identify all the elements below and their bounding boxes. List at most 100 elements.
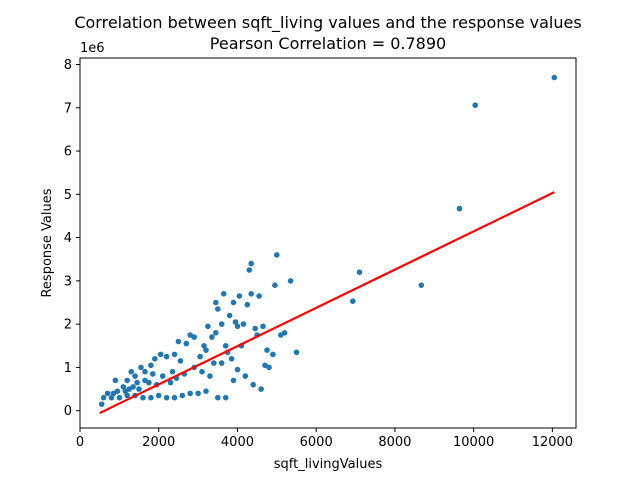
data-point bbox=[258, 386, 264, 392]
data-point bbox=[159, 373, 166, 379]
data-point bbox=[551, 74, 558, 81]
data-point bbox=[270, 351, 276, 358]
data-point bbox=[201, 343, 207, 349]
data-point bbox=[240, 321, 247, 327]
chart-subtitle: Pearson Correlation = 0.7890 bbox=[210, 34, 446, 53]
data-point bbox=[116, 394, 123, 401]
data-point bbox=[220, 291, 227, 297]
data-point bbox=[171, 394, 178, 401]
y-axis: 0 1 2 3 4 5 6 7 8 bbox=[64, 58, 80, 419]
data-point bbox=[256, 293, 262, 299]
data-point bbox=[104, 390, 111, 397]
data-point bbox=[236, 293, 243, 299]
scatter-points bbox=[98, 74, 558, 408]
data-point bbox=[234, 323, 241, 330]
data-point bbox=[209, 334, 215, 340]
data-point bbox=[215, 306, 221, 312]
data-point bbox=[126, 386, 132, 392]
data-point bbox=[218, 360, 225, 366]
y-offset-label: 1e6 bbox=[80, 41, 105, 56]
y-tick-label: 8 bbox=[64, 58, 72, 73]
data-point bbox=[350, 298, 356, 305]
y-axis-label: Response Values bbox=[40, 188, 55, 297]
data-point bbox=[226, 312, 233, 319]
data-point bbox=[248, 291, 254, 297]
data-point bbox=[418, 282, 425, 289]
data-point bbox=[232, 319, 239, 325]
x-tick-label: 12000 bbox=[532, 435, 573, 450]
data-point bbox=[218, 321, 225, 327]
data-point bbox=[169, 368, 176, 375]
data-point bbox=[262, 362, 268, 369]
y-tick-label: 3 bbox=[64, 274, 72, 289]
data-point bbox=[187, 390, 193, 397]
data-point bbox=[152, 356, 158, 362]
data-point bbox=[148, 362, 154, 369]
data-point bbox=[132, 373, 138, 379]
data-point bbox=[242, 373, 249, 379]
data-point bbox=[138, 364, 144, 371]
data-point bbox=[234, 366, 241, 373]
data-point bbox=[128, 368, 134, 375]
data-point bbox=[124, 392, 130, 399]
data-point bbox=[163, 353, 170, 360]
y-tick-label: 7 bbox=[64, 101, 72, 116]
data-point bbox=[211, 360, 217, 366]
data-point bbox=[120, 384, 127, 390]
data-point bbox=[183, 340, 190, 347]
y-tick-label: 0 bbox=[64, 404, 72, 419]
data-point bbox=[278, 332, 284, 338]
data-point bbox=[124, 377, 130, 384]
data-point bbox=[157, 351, 164, 358]
data-point bbox=[274, 252, 280, 258]
data-point bbox=[293, 349, 300, 356]
data-point bbox=[199, 368, 205, 375]
regression-line bbox=[99, 191, 555, 415]
data-point bbox=[456, 205, 463, 212]
x-tick-label: 2000 bbox=[142, 435, 175, 450]
x-tick-label: 0 bbox=[76, 435, 84, 450]
data-point bbox=[287, 278, 294, 284]
data-point bbox=[167, 379, 174, 386]
data-point bbox=[250, 381, 256, 388]
y-tick-label: 5 bbox=[64, 188, 72, 203]
data-point bbox=[197, 353, 203, 360]
x-tick-label: 10000 bbox=[453, 435, 494, 450]
data-point bbox=[356, 269, 363, 276]
data-point bbox=[98, 401, 105, 408]
data-point bbox=[171, 351, 178, 358]
data-point bbox=[150, 371, 156, 377]
y-tick-label: 4 bbox=[64, 231, 72, 246]
x-tick-label: 6000 bbox=[300, 435, 333, 450]
data-point bbox=[205, 323, 211, 330]
data-point bbox=[142, 368, 148, 375]
data-point bbox=[175, 338, 182, 345]
data-point bbox=[272, 282, 278, 289]
data-point bbox=[136, 386, 142, 392]
data-point bbox=[100, 394, 107, 401]
data-point bbox=[230, 299, 237, 306]
x-axis: 0 2000 4000 6000 8000 10000 12000 bbox=[76, 428, 573, 450]
data-point bbox=[230, 377, 237, 384]
data-point bbox=[260, 323, 266, 330]
data-point bbox=[246, 267, 253, 273]
x-tick-label: 4000 bbox=[221, 435, 254, 450]
data-point bbox=[264, 347, 270, 353]
data-point bbox=[140, 394, 146, 401]
data-point bbox=[110, 390, 117, 397]
data-point bbox=[179, 392, 186, 399]
plot-frame bbox=[79, 57, 577, 429]
data-point bbox=[222, 343, 229, 349]
data-point bbox=[142, 377, 148, 384]
data-point bbox=[148, 394, 154, 401]
data-point bbox=[195, 390, 201, 397]
data-point bbox=[163, 394, 170, 401]
data-point bbox=[187, 332, 193, 338]
data-point bbox=[155, 392, 162, 399]
chart-title: Correlation between sqft_living values a… bbox=[74, 13, 581, 33]
data-point bbox=[134, 379, 140, 386]
fit-line-layer bbox=[99, 191, 555, 415]
data-point bbox=[222, 394, 229, 401]
x-tick-label: 8000 bbox=[378, 435, 411, 450]
